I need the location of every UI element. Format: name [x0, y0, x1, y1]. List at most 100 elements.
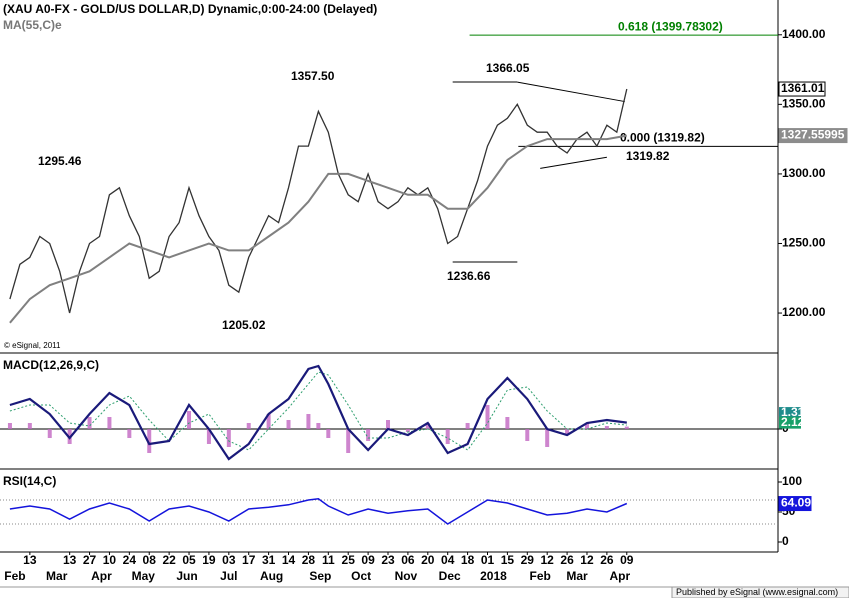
month-label: Nov — [395, 569, 418, 583]
histogram-bar — [425, 423, 430, 429]
x-tick-label: 11 — [322, 553, 335, 567]
y-tick-label: 1200.00 — [782, 305, 826, 319]
macd-line — [9, 364, 627, 461]
histogram-bar — [405, 429, 410, 432]
x-tick-label: 13 — [23, 553, 37, 567]
rsi-line — [9, 498, 628, 525]
histogram-bar — [545, 429, 550, 447]
trend-line — [540, 156, 607, 169]
histogram-bar — [346, 429, 351, 453]
chart-title: (XAU A0-FX - GOLD/US DOLLAR,D) Dynamic,0… — [3, 2, 377, 16]
month-label: 2018 — [480, 569, 507, 583]
x-tick-label: 09 — [620, 553, 634, 567]
histogram-bar — [7, 423, 12, 429]
x-tick-label: 28 — [302, 553, 316, 567]
fib-label: 0.618 (1399.78302) — [618, 19, 723, 33]
month-label: Jul — [220, 569, 237, 583]
histogram-bar — [47, 429, 52, 438]
x-tick-label: 15 — [501, 553, 515, 567]
histogram-bar — [326, 429, 331, 438]
last-value-box — [778, 496, 812, 512]
macd-title: MACD(12,26,9,C) — [3, 358, 99, 372]
histogram-bar — [386, 420, 391, 429]
month-label: Apr — [91, 569, 112, 583]
x-tick-label: 24 — [123, 553, 137, 567]
x-tick-label: 01 — [481, 553, 495, 567]
last-value-label: 2.12 — [781, 415, 805, 429]
price-annotation: 1357.50 — [291, 69, 335, 83]
y-tick-label: 1400.00 — [782, 27, 826, 41]
rsi-title: RSI(14,C) — [3, 474, 56, 488]
x-tick-label: 22 — [162, 553, 176, 567]
x-tick-label: 25 — [342, 553, 356, 567]
histogram-bar — [525, 429, 530, 441]
histogram-bar — [624, 426, 629, 429]
histogram-bar — [226, 429, 231, 447]
price-annotation: 1319.82 — [626, 149, 670, 163]
histogram-bar — [565, 429, 570, 435]
price-annotation: 1236.66 — [447, 269, 491, 283]
last-value-box — [778, 128, 848, 144]
ma-line — [9, 134, 627, 324]
y-tick-label: 100 — [782, 474, 802, 488]
price-annotation: 1295.46 — [38, 154, 82, 168]
x-tick-label: 20 — [421, 553, 435, 567]
histogram-bar — [445, 429, 450, 444]
x-tick-label: 26 — [560, 553, 574, 567]
x-tick-label: 04 — [441, 553, 455, 567]
histogram-bar — [604, 426, 609, 429]
last-value-label: 1361.01 — [781, 81, 825, 95]
histogram-bar — [485, 405, 490, 429]
x-tick-label: 05 — [182, 553, 196, 567]
histogram-bar — [27, 423, 32, 429]
last-value-label: 1.31 — [781, 405, 805, 419]
month-label: Mar — [566, 569, 588, 583]
x-tick-label: 08 — [143, 553, 157, 567]
histogram-bar — [306, 414, 311, 429]
y-tick-label: 1250.00 — [782, 236, 826, 250]
month-label: Feb — [530, 569, 551, 583]
month-label: Dec — [439, 569, 461, 583]
x-tick-label: 12 — [541, 553, 555, 567]
x-tick-label: 19 — [202, 553, 216, 567]
histogram-bar — [316, 423, 321, 429]
x-tick-label: 29 — [521, 553, 535, 567]
histogram-bar — [187, 411, 192, 429]
price-line — [9, 88, 628, 314]
histogram-bar — [266, 414, 271, 429]
x-tick-label: 10 — [103, 553, 117, 567]
x-tick-label: 03 — [222, 553, 236, 567]
x-tick-label: 27 — [83, 553, 97, 567]
histogram-bar — [206, 429, 211, 444]
y-tick-label: 1300.00 — [782, 166, 826, 180]
fib-label: 0.000 (1319.82) — [620, 131, 705, 145]
x-tick-label: 12 — [580, 553, 594, 567]
month-label: Apr — [609, 569, 630, 583]
histogram-bar — [87, 417, 92, 429]
histogram-bar — [286, 420, 291, 429]
month-label: May — [132, 569, 156, 583]
histogram-bar — [127, 429, 132, 438]
price-annotation: 1205.02 — [222, 318, 266, 332]
x-tick-label: 14 — [282, 553, 296, 567]
last-value-box — [779, 407, 801, 420]
histogram-bar — [584, 423, 589, 429]
x-tick-label: 06 — [401, 553, 415, 567]
y-tick-label: 1350.00 — [782, 97, 826, 111]
month-label: Mar — [46, 569, 68, 583]
last-value-label: 1327.55995 — [781, 128, 845, 142]
last-value-box — [779, 416, 801, 429]
month-label: Sep — [309, 569, 331, 583]
footer: Published by eSignal (www.esignal.com) — [676, 587, 838, 597]
histogram-bar — [366, 429, 371, 441]
histogram-bar — [246, 423, 251, 429]
copyright: © eSignal, 2011 — [4, 341, 61, 350]
price-annotation: 1366.05 — [486, 61, 530, 75]
month-label: Oct — [351, 569, 371, 583]
x-tick-label: 18 — [461, 553, 475, 567]
month-label: Aug — [260, 569, 283, 583]
month-label: Jun — [176, 569, 197, 583]
y-tick-label: 0 — [782, 534, 789, 548]
histogram-bar — [107, 417, 112, 429]
